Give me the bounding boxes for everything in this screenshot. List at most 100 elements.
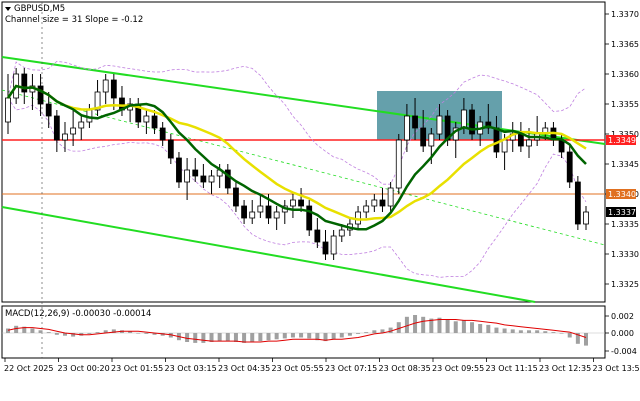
macd-bar: [30, 328, 35, 333]
macd-bar: [478, 324, 483, 333]
macd-bar: [14, 325, 19, 333]
candle-body: [387, 187, 394, 207]
macd-bar: [71, 333, 76, 337]
macd-bar: [95, 332, 100, 333]
x-tick-label: 23 Oct 03:15: [165, 364, 217, 373]
macd-bar: [225, 333, 230, 342]
macd-bar: [136, 333, 141, 334]
macd-bar: [413, 315, 418, 333]
candle-body: [102, 79, 109, 93]
x-tick-label: 23 Oct 12:35: [539, 364, 591, 373]
x-tick-label: 23 Oct 00:20: [58, 364, 110, 373]
macd-bar: [364, 332, 369, 333]
collapse-triangle-icon[interactable]: [5, 7, 11, 11]
candle-body: [94, 91, 101, 111]
y-tick-label: 1.3345: [611, 160, 639, 169]
macd-bar: [453, 321, 458, 333]
macd-bar: [144, 333, 149, 334]
macd-bar: [429, 318, 434, 333]
macd-bar: [559, 333, 564, 334]
candle-body: [306, 205, 313, 231]
macd-bar: [217, 333, 222, 342]
x-tick-label: 23 Oct 11:15: [486, 364, 538, 373]
macd-bar: [543, 331, 548, 333]
macd-bar: [567, 333, 572, 338]
macd-bar: [404, 316, 409, 333]
candle-body: [5, 97, 11, 123]
macd-bar: [38, 330, 43, 333]
current-price-text: 1.3337: [608, 208, 636, 217]
macd-y-tick-label: 0.002: [611, 312, 634, 321]
macd-bar: [575, 333, 580, 344]
candle-body: [322, 241, 329, 255]
macd-signal-line: [7, 319, 587, 343]
candle-body: [363, 205, 370, 213]
candle-body: [469, 109, 475, 135]
y-tick-label: 1.3370: [611, 10, 639, 19]
candle-body: [110, 79, 117, 99]
candle-body: [404, 115, 410, 141]
macd-bar: [315, 333, 320, 341]
candle-body: [176, 157, 182, 183]
x-tick-label: 23 Oct 05:55: [272, 364, 324, 373]
candle-body: [314, 229, 321, 243]
y-tick-label: 1.3365: [611, 40, 639, 49]
candle-body: [412, 115, 418, 129]
macd-bar: [461, 320, 466, 333]
macd-bar: [356, 333, 361, 334]
price-tag-orange-text: 1.3340: [608, 190, 636, 199]
candle-body: [249, 211, 256, 219]
macd-bar: [518, 330, 523, 333]
candle-body: [184, 169, 190, 183]
candle-body: [159, 127, 166, 141]
macd-bar: [103, 330, 108, 333]
candle-body: [501, 139, 508, 153]
x-tick-label: 22 Oct 2025: [4, 364, 53, 373]
macd-bar: [201, 333, 206, 343]
y-tick-label: 1.3325: [611, 280, 639, 289]
candle-body: [566, 151, 573, 183]
macd-bar: [388, 327, 393, 333]
x-tick-label: 23 Oct 07:15: [325, 364, 377, 373]
macd-bar: [339, 333, 344, 338]
price-tag-red: 1.3349: [606, 135, 636, 145]
macd-bar: [111, 329, 116, 333]
macd-bar: [6, 328, 10, 333]
macd-bar: [282, 333, 287, 339]
candle-body: [151, 115, 158, 129]
candle-body: [574, 181, 581, 225]
candle-body: [257, 205, 264, 213]
macd-bar: [584, 333, 588, 346]
price-tag-red-text: 1.3349: [608, 136, 636, 145]
time-axis: 22 Oct 2025 23 Oct 00:20 23 Oct 01:55 23 Oc…: [4, 358, 640, 373]
candle-body: [78, 121, 85, 129]
bollinger-bands: [7, 60, 587, 278]
macd-series: 0.002 0.000 -0.004: [2, 312, 637, 356]
price-axis: 1.3370 1.3365 1.3360 1.3355 1.3350 1.3345 1.33…: [605, 10, 639, 289]
macd-bar: [242, 333, 247, 343]
macd-bar: [185, 333, 190, 342]
candle-body: [485, 121, 492, 129]
symbol-title: GBPUSD,M5: [14, 4, 65, 14]
x-tick-label: 23 Oct 04:35: [218, 364, 270, 373]
ma-slow-line: [6, 84, 587, 221]
macd-bar: [347, 333, 352, 336]
candle-body: [526, 139, 532, 147]
candle-body: [233, 187, 239, 207]
candle-body: [493, 127, 500, 153]
macd-bar: [331, 333, 336, 340]
macd-bar: [22, 326, 27, 333]
channel-lower-line: [1, 206, 536, 303]
y-tick-label: 1.3350: [611, 130, 639, 139]
candle-body: [290, 199, 296, 207]
x-tick-label: 23 Oct 13:55: [593, 364, 640, 373]
candle-body: [53, 115, 60, 141]
candle-body: [21, 73, 28, 93]
macd-bar: [527, 330, 532, 333]
macd-bar: [494, 327, 499, 333]
bollinger-lower: [7, 97, 587, 278]
macd-bar: [502, 328, 507, 333]
candle-body: [436, 115, 443, 135]
candle-body: [273, 211, 280, 219]
